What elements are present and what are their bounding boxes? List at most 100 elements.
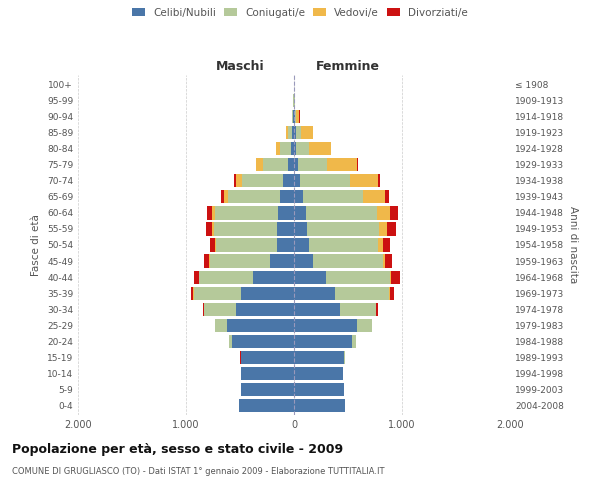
Bar	[270, 254, 294, 268]
Bar	[294, 366, 343, 380]
Bar	[294, 238, 309, 252]
Bar	[286, 126, 288, 140]
Bar	[298, 158, 327, 172]
Bar	[206, 206, 212, 220]
Bar	[295, 110, 296, 124]
Bar	[390, 206, 398, 220]
Bar	[215, 238, 216, 252]
Bar	[287, 158, 294, 172]
Bar	[306, 206, 377, 220]
Bar	[241, 286, 294, 300]
Bar	[294, 302, 340, 316]
Bar	[313, 254, 383, 268]
Bar	[294, 158, 298, 172]
Bar	[294, 126, 296, 140]
Bar	[327, 158, 357, 172]
Text: Femmine: Femmine	[316, 60, 380, 72]
Bar	[194, 270, 199, 283]
Bar	[340, 302, 376, 316]
Bar	[283, 174, 294, 188]
Bar	[292, 110, 293, 124]
Bar	[378, 174, 380, 188]
Bar	[309, 238, 378, 252]
Bar	[377, 206, 390, 220]
Bar	[253, 270, 294, 283]
Legend: Celibi/Nubili, Coniugati/e, Vedovi/e, Divorziati/e: Celibi/Nubili, Coniugati/e, Vedovi/e, Di…	[132, 8, 468, 18]
Bar	[263, 158, 287, 172]
Bar	[215, 206, 278, 220]
Bar	[191, 286, 193, 300]
Bar	[391, 270, 400, 283]
Bar	[212, 206, 215, 220]
Text: COMUNE DI GRUGLIASCO (TO) - Dati ISTAT 1° gennaio 2009 - Elaborazione TUTTITALIA: COMUNE DI GRUGLIASCO (TO) - Dati ISTAT 1…	[12, 468, 385, 476]
Bar	[241, 383, 294, 396]
Y-axis label: Anni di nascita: Anni di nascita	[568, 206, 578, 284]
Bar	[241, 350, 294, 364]
Bar	[383, 238, 389, 252]
Bar	[294, 190, 302, 203]
Bar	[326, 270, 390, 283]
Bar	[206, 222, 212, 235]
Bar	[294, 206, 306, 220]
Bar	[239, 399, 294, 412]
Bar	[292, 126, 294, 140]
Bar	[296, 142, 309, 156]
Bar	[363, 190, 385, 203]
Bar	[356, 318, 372, 332]
Bar	[385, 190, 389, 203]
Bar	[294, 286, 335, 300]
Bar	[350, 174, 378, 188]
Bar	[294, 350, 344, 364]
Bar	[277, 222, 294, 235]
Bar	[294, 334, 352, 348]
Bar	[228, 190, 280, 203]
Bar	[294, 399, 345, 412]
Bar	[389, 286, 394, 300]
Bar	[294, 222, 307, 235]
Bar	[385, 254, 392, 268]
Bar	[236, 174, 242, 188]
Bar	[194, 286, 241, 300]
Bar	[294, 318, 356, 332]
Bar	[203, 302, 204, 316]
Bar	[236, 302, 294, 316]
Bar	[307, 222, 379, 235]
Bar	[199, 270, 253, 283]
Bar	[291, 142, 294, 156]
Bar	[376, 302, 378, 316]
Bar	[205, 302, 236, 316]
Bar	[294, 142, 296, 156]
Bar	[293, 110, 294, 124]
Bar	[221, 190, 224, 203]
Bar	[276, 142, 280, 156]
Bar	[204, 254, 209, 268]
Bar	[216, 238, 277, 252]
Bar	[234, 174, 236, 188]
Bar	[210, 238, 215, 252]
Bar	[277, 238, 294, 252]
Bar	[357, 158, 358, 172]
Bar	[296, 110, 299, 124]
Bar	[227, 318, 294, 332]
Bar	[302, 190, 363, 203]
Bar	[224, 190, 228, 203]
Bar	[390, 270, 391, 283]
Bar	[387, 222, 395, 235]
Bar	[242, 174, 283, 188]
Bar	[210, 254, 270, 268]
Bar	[288, 126, 292, 140]
Bar	[280, 142, 291, 156]
Bar	[378, 238, 383, 252]
Bar	[232, 334, 294, 348]
Bar	[309, 142, 331, 156]
Bar	[352, 334, 356, 348]
Bar	[294, 110, 295, 124]
Y-axis label: Fasce di età: Fasce di età	[31, 214, 41, 276]
Bar	[383, 254, 385, 268]
Bar	[215, 318, 227, 332]
Bar	[294, 270, 326, 283]
Bar	[294, 254, 313, 268]
Bar	[294, 383, 344, 396]
Bar	[301, 126, 313, 140]
Text: Maschi: Maschi	[215, 60, 265, 72]
